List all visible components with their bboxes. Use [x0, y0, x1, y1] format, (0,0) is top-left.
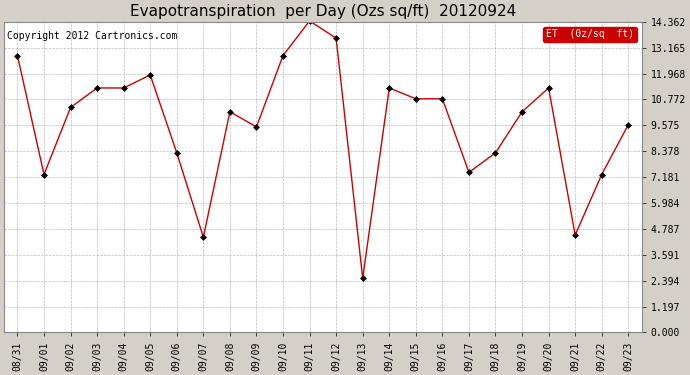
- Text: Copyright 2012 Cartronics.com: Copyright 2012 Cartronics.com: [8, 31, 178, 41]
- Legend: ET  (0z/sq  ft): ET (0z/sq ft): [543, 27, 637, 42]
- Title: Evapotranspiration  per Day (Ozs sq/ft)  20120924: Evapotranspiration per Day (Ozs sq/ft) 2…: [130, 4, 516, 19]
